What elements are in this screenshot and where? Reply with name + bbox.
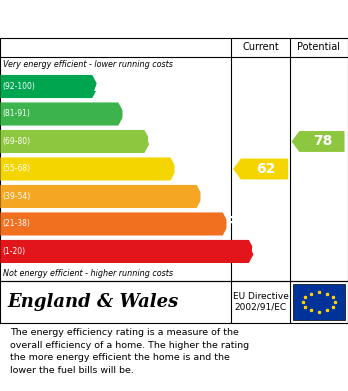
Text: (21-38): (21-38) <box>3 219 31 228</box>
Polygon shape <box>0 75 98 98</box>
Text: Not energy efficient - higher running costs: Not energy efficient - higher running co… <box>3 269 174 278</box>
Text: Potential: Potential <box>298 43 340 52</box>
Text: F: F <box>224 215 236 233</box>
Text: G: G <box>251 242 264 260</box>
Text: (39-54): (39-54) <box>3 192 31 201</box>
Text: (1-20): (1-20) <box>3 247 26 256</box>
Text: 62: 62 <box>256 162 276 176</box>
Text: (92-100): (92-100) <box>3 82 35 91</box>
Text: C: C <box>146 133 158 151</box>
Polygon shape <box>0 185 203 208</box>
Polygon shape <box>233 158 288 179</box>
Text: (55-68): (55-68) <box>3 165 31 174</box>
Polygon shape <box>292 131 345 152</box>
Text: D: D <box>172 160 186 178</box>
Text: The energy efficiency rating is a measure of the
overall efficiency of a home. T: The energy efficiency rating is a measur… <box>10 328 250 375</box>
Polygon shape <box>0 102 125 126</box>
Text: Very energy efficient - lower running costs: Very energy efficient - lower running co… <box>3 60 173 69</box>
Text: England & Wales: England & Wales <box>7 293 178 311</box>
Text: Current: Current <box>242 43 279 52</box>
Polygon shape <box>0 130 151 153</box>
Polygon shape <box>0 240 255 263</box>
Polygon shape <box>0 212 229 235</box>
Text: B: B <box>120 105 133 123</box>
Text: 78: 78 <box>314 135 333 149</box>
Text: E: E <box>198 187 210 206</box>
Text: (69-80): (69-80) <box>3 137 31 146</box>
Text: (81-91): (81-91) <box>3 109 31 118</box>
Text: EU Directive
2002/91/EC: EU Directive 2002/91/EC <box>233 292 288 312</box>
Polygon shape <box>0 158 177 181</box>
FancyBboxPatch shape <box>293 284 345 319</box>
Text: Energy Efficiency Rating: Energy Efficiency Rating <box>50 9 298 27</box>
Text: A: A <box>94 77 107 95</box>
